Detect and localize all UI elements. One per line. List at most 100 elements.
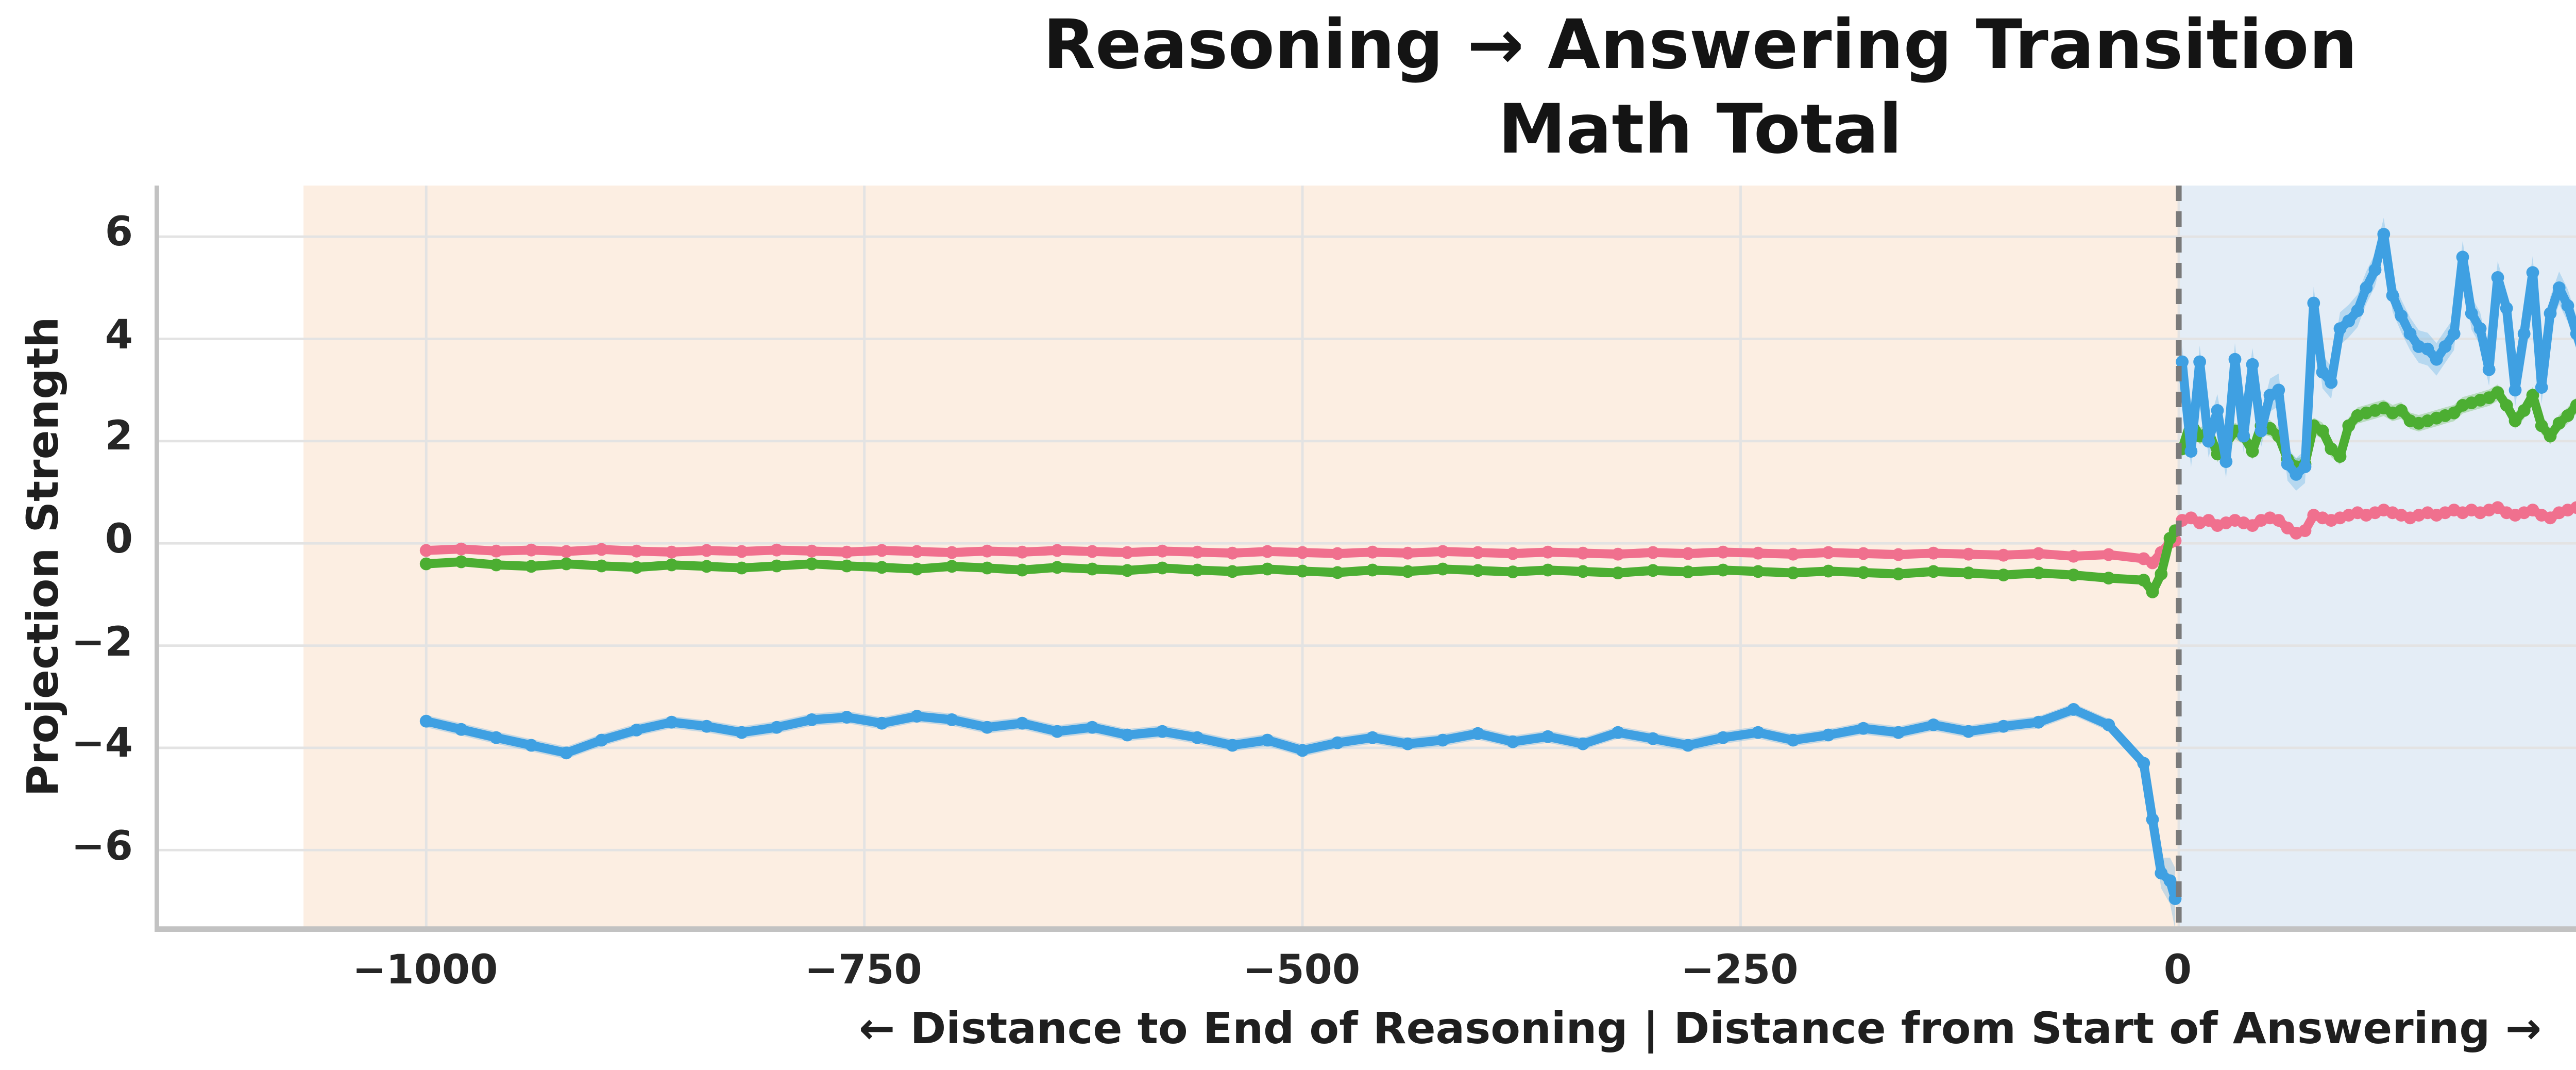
series-layer-5-reasoning-marker (1295, 545, 1308, 558)
series-layer-25-answering-marker (2297, 459, 2311, 472)
series-layer-25-answering-marker (2525, 265, 2538, 278)
series-layer-25-answering-marker (2402, 326, 2416, 339)
series-layer-25-answering-marker (2324, 375, 2337, 388)
plot-area (154, 185, 2576, 931)
series-layer-15-reasoning-marker (839, 558, 852, 572)
series-layer-25-answering-marker (2201, 433, 2214, 447)
series-layer-15-answering-marker (2324, 441, 2337, 455)
series-layer-25-reasoning-marker (453, 722, 467, 735)
series-layer-5-reasoning-marker (1926, 545, 1939, 559)
series-layer-15-reasoning-marker (453, 554, 467, 567)
series-layer-5-reasoning-marker (1435, 544, 1448, 557)
series-layer-15-answering-marker (2245, 444, 2258, 457)
series-layer-5-reasoning-marker (1681, 546, 1693, 559)
series-layer-25-answering-marker (2289, 467, 2302, 480)
series-layer-25-reasoning-marker (664, 714, 677, 728)
series-layer-25-answering-marker (2455, 249, 2468, 263)
series-layer-25-answering-marker (2551, 280, 2565, 293)
series-layer-25-reasoning-marker (1611, 725, 1623, 738)
series-layer-5-reasoning-marker (1014, 544, 1028, 558)
series-layer-15-reasoning-marker (664, 557, 677, 571)
series-layer-15-reasoning-marker (1751, 564, 1764, 577)
series-layer-5-reasoning-marker (909, 544, 922, 557)
series-layer-25-reasoning-marker (1821, 727, 1834, 741)
series-layer-5-reasoning-marker (2031, 546, 2044, 559)
series-layer-15-answering-marker (2560, 408, 2573, 421)
series-layer-5-reasoning-marker (1856, 546, 1869, 559)
series-layer-25-answering-marker (2359, 280, 2372, 293)
y-tick-label: −2 (71, 617, 133, 665)
series-layer-25-answering-marker (2446, 326, 2460, 339)
series-layer-5-reasoning-marker (1961, 546, 1974, 560)
series-layer-25-reasoning-marker (1049, 724, 1063, 737)
series-layer-5-answering-marker (2271, 513, 2284, 526)
series-layer-25-reasoning-marker (1716, 730, 1728, 743)
x-tick-label: −750 (804, 946, 922, 994)
series-layer-5-reasoning-marker (1891, 547, 1904, 560)
series-layer-25-answering-marker (2385, 288, 2398, 301)
series-layer-15-reasoning-marker (2136, 573, 2149, 586)
y-tick-label: −4 (71, 720, 133, 767)
series-layer-25-answering-marker (2245, 357, 2258, 370)
series-layer-15-reasoning-marker (699, 559, 712, 572)
series-layer-25-reasoning-marker (1120, 727, 1133, 741)
series-layer-15-reasoning-marker (1295, 563, 1308, 577)
series-layer-5-reasoning-marker (1786, 546, 1799, 560)
series-layer-5-reasoning-marker (418, 543, 432, 556)
series-layer-15-reasoning-marker (523, 559, 537, 572)
series-layer-5-reasoning-marker (1821, 545, 1834, 558)
series-layer-25-answering-marker (2306, 295, 2319, 309)
series-layer-15-reasoning-marker (1330, 565, 1343, 578)
series-layer-25-answering-marker (2499, 300, 2512, 314)
series-layer-25-reasoning-marker (594, 732, 607, 746)
series-layer-25-reasoning-marker (2101, 717, 2114, 730)
series-layer-25-answering-marker (2394, 308, 2407, 322)
series-layer-25-answering-marker (2227, 352, 2241, 365)
series-layer-25-answering-marker (2420, 341, 2433, 355)
series-layer-25-reasoning-marker (909, 709, 922, 722)
series-layer-25-answering-marker (2507, 382, 2521, 396)
series-layer-15-reasoning-marker (734, 560, 747, 574)
series-layer-25-reasoning-marker (1365, 730, 1378, 743)
x-tick-label: 250 (2574, 946, 2576, 994)
series-layer-25-reasoning-marker (558, 745, 572, 759)
series-layer-25-answering-marker (2534, 380, 2547, 393)
series-layer-25-reasoning-marker (839, 710, 852, 723)
y-tick-label: 4 (105, 311, 133, 359)
series-layer-25-reasoning-marker (1470, 726, 1483, 739)
series-layer-5-answering-marker (2569, 500, 2576, 513)
series-layer-25-reasoning-marker (2031, 714, 2044, 728)
x-tick-label: −500 (1242, 946, 1361, 994)
series-layer-15-reasoning-marker (1155, 560, 1168, 574)
series-layer-5-reasoning-marker (1646, 545, 1658, 558)
series-layer-25-reasoning-marker (1330, 735, 1343, 748)
series-layer-25-reasoning-marker (1014, 715, 1028, 729)
series-layer-5-reasoning-marker (1751, 545, 1764, 559)
series-layer-25-reasoning-marker (629, 723, 642, 735)
series-layer-25-reasoning-marker (2154, 865, 2167, 879)
series-layer-25-reasoning-marker (1190, 730, 1203, 743)
series-layer-5-reasoning-marker (979, 543, 993, 557)
series-layer-5-reasoning-marker (594, 542, 607, 555)
series-layer-15-answering-marker (2394, 403, 2407, 416)
series-layer-5-reasoning-marker (2101, 547, 2114, 560)
series-layer-15-reasoning-marker (769, 558, 782, 572)
series-layer-15-reasoning-marker (488, 557, 502, 571)
series-layer-25-answering-marker (2490, 270, 2503, 283)
series-layer-25-reasoning-marker (1505, 734, 1518, 747)
series-layer-25-reasoning-marker (418, 713, 432, 727)
series-layer-15-answering-marker (2516, 403, 2530, 416)
series-layer-5-reasoning-marker (944, 545, 957, 558)
series-layer-25-reasoning-marker (1996, 718, 2009, 732)
series-layer-25-answering-marker (2315, 364, 2328, 378)
series-layer-15-reasoning-marker (418, 556, 432, 570)
series-layer-25-answering-marker (2543, 306, 2556, 319)
series-layer-15-answering-marker (2490, 385, 2503, 398)
series-layer-5-reasoning-marker (1155, 543, 1168, 557)
chart-title-line1: Reasoning → Answering Transition (1043, 4, 2358, 85)
series-layer-15-reasoning-marker (1786, 565, 1799, 578)
series-layer-15-reasoning-marker (1365, 562, 1378, 576)
series-layer-25-answering-marker (2481, 362, 2495, 375)
series-layer-25-answering-marker (2472, 321, 2486, 334)
